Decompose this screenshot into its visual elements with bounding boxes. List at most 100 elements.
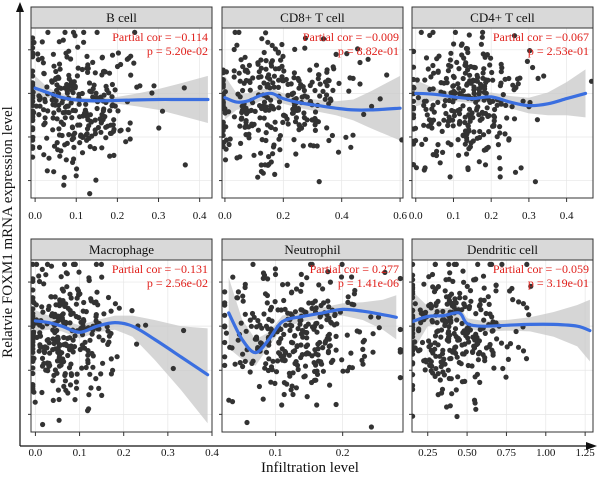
data-point (129, 308, 135, 314)
data-point (265, 367, 271, 374)
data-point (93, 261, 99, 267)
data-point (476, 112, 482, 118)
data-point (427, 32, 433, 39)
data-point (70, 132, 76, 138)
x-tick-label: 0.1 (73, 447, 87, 459)
data-point (462, 295, 468, 301)
data-point (470, 138, 476, 144)
data-point (423, 136, 429, 142)
data-point (464, 151, 470, 157)
data-point (84, 114, 90, 120)
data-point (99, 392, 105, 398)
data-point (256, 69, 262, 75)
data-point (45, 29, 51, 35)
data-point (98, 129, 104, 135)
data-point (116, 305, 122, 311)
data-point (312, 109, 319, 115)
data-point (477, 128, 483, 135)
data-point (263, 66, 269, 72)
data-point (304, 335, 310, 341)
data-point (290, 391, 296, 398)
data-point (487, 62, 493, 68)
panel-plot-area (31, 28, 212, 198)
data-point (75, 122, 81, 128)
data-point (44, 84, 50, 90)
data-point (31, 45, 36, 51)
data-point (478, 307, 484, 313)
data-point (412, 339, 418, 345)
data-point (454, 413, 460, 420)
data-point (326, 137, 332, 144)
data-point (447, 270, 453, 276)
data-point (243, 77, 249, 84)
data-point (412, 48, 417, 55)
data-point (324, 69, 330, 75)
data-point (284, 162, 290, 168)
data-point (305, 321, 311, 327)
data-point (65, 352, 71, 359)
data-point (40, 60, 47, 66)
data-point (509, 104, 515, 110)
data-point (289, 289, 295, 295)
data-point (36, 278, 43, 285)
data-point (360, 346, 366, 352)
data-point (499, 261, 505, 267)
data-point (317, 81, 323, 87)
data-point (466, 339, 472, 345)
data-point (85, 69, 91, 75)
data-point (33, 103, 40, 109)
data-point (222, 289, 228, 295)
x-tick-label: 0.75 (497, 447, 517, 459)
partial-cor-label: Partial cor = −0.114 (112, 30, 208, 44)
data-point (459, 320, 465, 327)
data-point (468, 298, 474, 304)
data-point (57, 153, 63, 159)
data-point (59, 132, 65, 139)
data-point (369, 103, 375, 109)
data-point (312, 122, 318, 128)
data-point (460, 103, 466, 109)
data-point (473, 99, 479, 105)
data-point (60, 288, 66, 294)
data-point (333, 333, 339, 339)
data-point (327, 382, 333, 388)
data-point (236, 70, 242, 76)
data-point (264, 300, 270, 306)
data-point (306, 300, 312, 306)
data-point (182, 162, 188, 168)
data-point (59, 301, 65, 307)
data-point (302, 363, 309, 369)
trend-line (412, 311, 592, 333)
data-point (76, 291, 82, 297)
data-point (272, 119, 278, 125)
data-point (261, 311, 267, 317)
data-point (62, 371, 68, 377)
data-point (70, 90, 76, 96)
data-point (482, 54, 488, 60)
data-point (222, 312, 228, 318)
data-point (114, 63, 121, 70)
data-point (51, 143, 58, 149)
data-point (481, 89, 487, 95)
data-point (106, 333, 112, 339)
data-point (261, 115, 267, 121)
data-point (31, 73, 36, 79)
data-point (332, 312, 338, 319)
data-point (365, 56, 371, 62)
data-point (456, 111, 463, 117)
data-point (345, 294, 351, 300)
data-point (510, 82, 516, 88)
data-point (258, 162, 264, 168)
data-point (481, 285, 487, 291)
data-point (285, 310, 291, 316)
data-point (463, 45, 469, 52)
data-point (31, 134, 36, 140)
data-point (506, 137, 512, 143)
data-point (435, 142, 441, 148)
data-point (435, 68, 441, 74)
data-point (448, 50, 454, 56)
data-point (300, 143, 306, 149)
data-point (92, 117, 98, 123)
